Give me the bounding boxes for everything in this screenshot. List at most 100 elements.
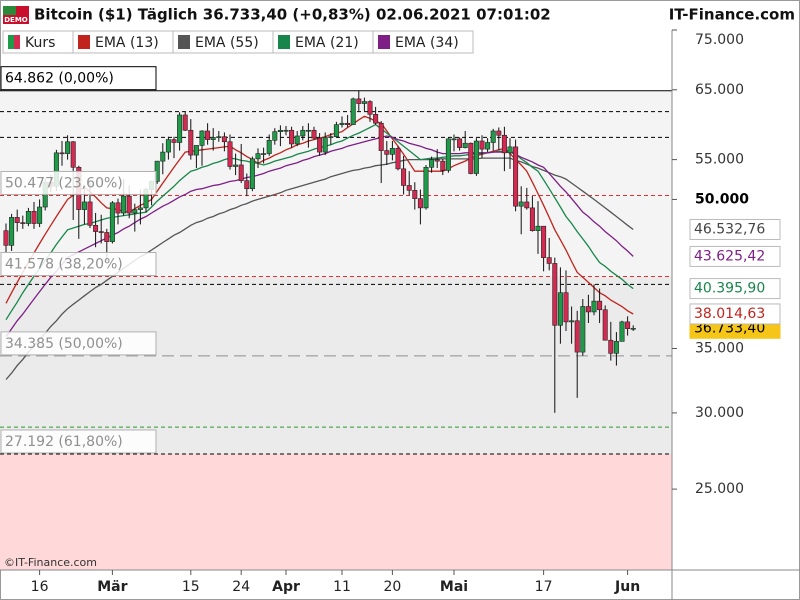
candle-body: [546, 257, 552, 264]
candle-body: [205, 130, 211, 140]
candle-body: [574, 320, 580, 353]
candle-body: [339, 122, 345, 125]
candle-body: [580, 306, 586, 353]
candle-body: [104, 232, 110, 242]
last-value-box: [689, 278, 781, 300]
candle-body: [289, 129, 295, 145]
candle-body: [37, 206, 43, 224]
candle-body: [356, 98, 362, 104]
candle-body: [395, 148, 401, 170]
x-tick-label: 17: [535, 579, 553, 595]
candle-body: [541, 225, 547, 258]
legend-swatch: [78, 35, 90, 49]
candle-body: [625, 321, 631, 329]
candle-body: [70, 141, 76, 168]
y-tick-label: 25.000: [695, 481, 744, 497]
fib-level-box: [0, 252, 157, 277]
x-tick-label: Jun: [614, 579, 640, 595]
x-tick-label: 20: [383, 579, 401, 595]
candle-body: [597, 300, 603, 311]
candle-body: [20, 222, 26, 224]
legend-swatch: [8, 35, 14, 49]
candle-body: [490, 130, 496, 143]
candle-body: [283, 129, 289, 132]
candle-body: [468, 142, 474, 174]
candle-body: [501, 134, 507, 154]
candle-body: [132, 209, 138, 214]
candle-body: [529, 207, 535, 231]
last-value-box: [689, 303, 781, 325]
candle-body: [569, 320, 575, 323]
last-value-label: 40.395,90: [694, 281, 765, 297]
logo-badge-part: [3, 6, 16, 15]
candle-body: [300, 129, 306, 137]
candle-body: [619, 321, 625, 342]
candle-body: [277, 129, 283, 132]
candle-body: [65, 141, 71, 154]
last-value-box: [689, 218, 781, 240]
candle-body: [462, 142, 468, 148]
legend-label: EMA (34): [395, 35, 459, 51]
legend-label: EMA (13): [95, 35, 159, 51]
y-tick-label: 50.000: [695, 191, 749, 207]
legend-cell: [372, 30, 474, 54]
y-tick-label: 55.000: [695, 152, 744, 168]
candle-body: [524, 201, 530, 209]
fib-level-box: [0, 331, 157, 356]
legend-swatch: [278, 35, 290, 49]
x-tick-label: 11: [333, 579, 351, 595]
x-tick-label: 24: [232, 579, 250, 595]
candle-body: [322, 137, 328, 153]
fib-level-label: 34.385 (50,00%): [5, 336, 123, 352]
candle-body: [378, 122, 384, 151]
candle-body: [317, 137, 323, 153]
x-tick-label: Apr: [272, 579, 300, 595]
logo-text: DEMO: [4, 16, 28, 24]
candle-body: [182, 114, 188, 131]
candle-body: [563, 292, 569, 323]
candle-body: [137, 207, 143, 210]
candle-body: [261, 153, 267, 155]
brand: IT-Finance.com: [669, 6, 795, 24]
candle-body: [109, 202, 115, 242]
candle-body: [345, 122, 351, 125]
candle-body: [496, 130, 502, 136]
y-tick-label: 75.000: [695, 32, 744, 48]
candle-body: [434, 159, 440, 162]
y-tick-label: 65.000: [695, 82, 744, 98]
candle-body: [350, 98, 356, 125]
candle-body: [518, 201, 524, 207]
fib-level-box: [0, 66, 157, 91]
fib-level-label: 50.477 (23,60%): [5, 175, 123, 191]
fib-level-box: [0, 170, 157, 195]
candle-body: [485, 142, 491, 150]
y-tick-label: 35.000: [695, 340, 744, 356]
candle-body: [210, 137, 216, 140]
candle-body: [552, 263, 558, 326]
candle-body: [193, 145, 199, 156]
candle-body: [333, 124, 339, 137]
candle-body: [244, 180, 250, 190]
candle-body: [585, 306, 591, 313]
candle-body: [602, 309, 608, 341]
candle-body: [535, 225, 541, 231]
candle-body: [401, 168, 407, 186]
candle-body: [361, 101, 367, 104]
zone: [0, 453, 672, 570]
last-value-box: [689, 245, 781, 267]
candle-body: [328, 136, 334, 138]
candle-body: [473, 140, 479, 174]
candle-body: [255, 153, 261, 160]
candle-body: [294, 135, 300, 145]
candle-body: [412, 190, 418, 199]
chart-title: Bitcoin ($1) Täglich 36.733,40 (+0,83%) …: [34, 6, 551, 24]
candle-body: [25, 211, 31, 224]
candle-body: [14, 217, 20, 223]
candle-body: [373, 113, 379, 124]
candle-body: [81, 201, 87, 210]
candle-body: [216, 136, 222, 138]
candle-body: [115, 202, 121, 214]
footer: ©IT-Finance.com: [4, 556, 97, 569]
candle-body: [171, 139, 177, 143]
